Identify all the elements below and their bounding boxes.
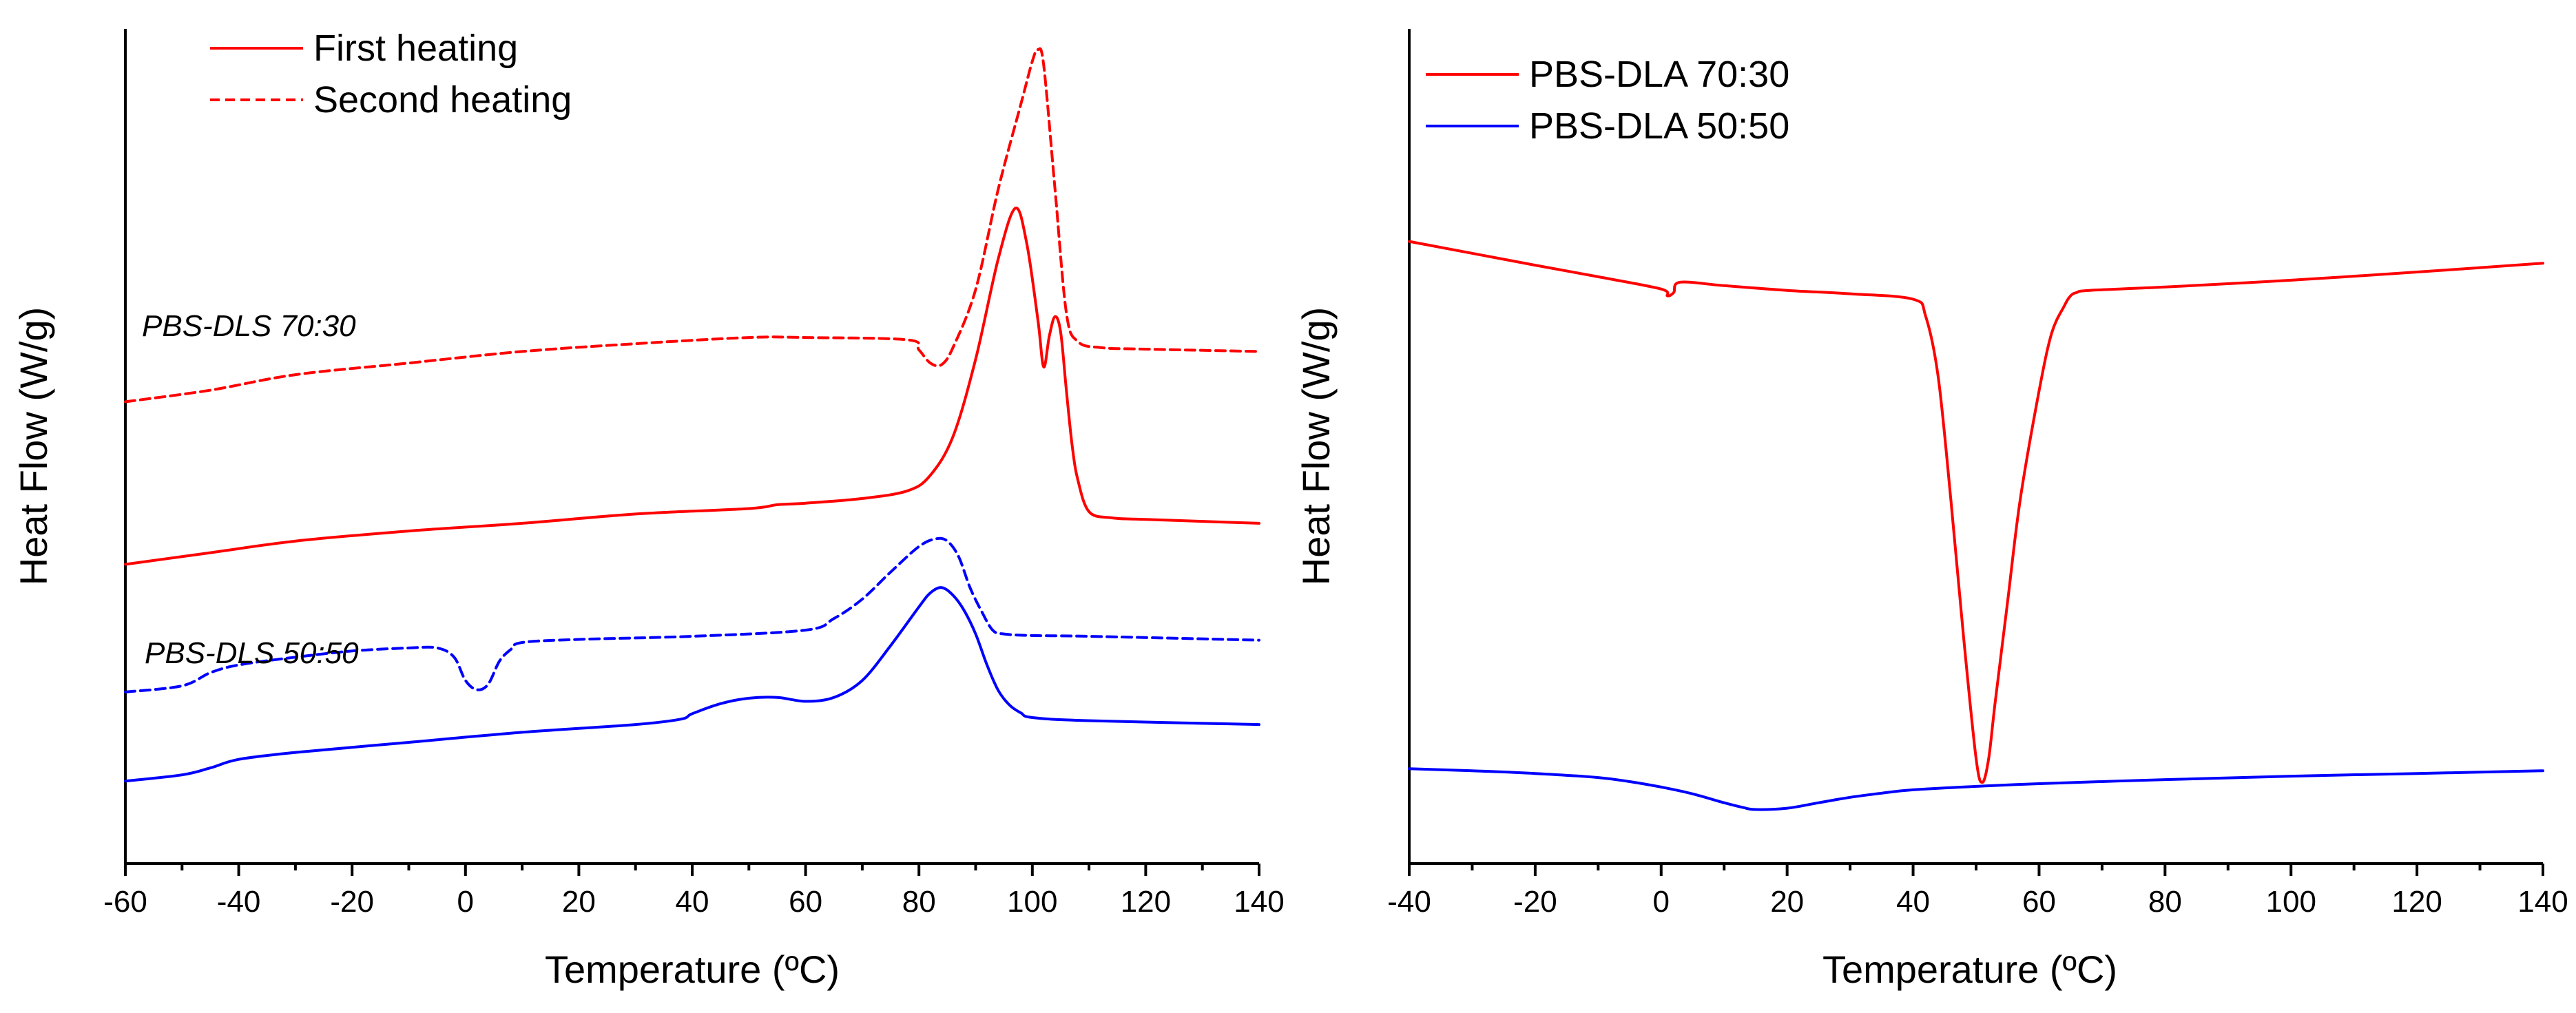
left-x-ticks: [124, 864, 1260, 876]
x-tick-label: 20: [562, 885, 596, 919]
x-tick-label: 40: [676, 885, 709, 919]
series-line-pbs-dls-70-30-first-heating: [124, 207, 1260, 566]
left-x-axis-title: Temperature (ºC): [545, 948, 840, 991]
right-x-ticks: [1408, 864, 2544, 876]
series-line-pbs-dla-50-50: [1408, 767, 2544, 811]
x-tick-label: 40: [1896, 885, 1930, 919]
series-line-pbs-dls-50-50-second-heating: [124, 536, 1260, 693]
x-tick-label: 120: [2391, 885, 2442, 919]
x-tick-label: 60: [789, 885, 822, 919]
x-tick-label: 140: [1234, 885, 1284, 919]
x-tick-label: -40: [217, 885, 261, 919]
x-tick-label: -20: [330, 885, 374, 919]
left-chart-panel: -60 -40 -20 0 20 40 60 80 100 120 140 Temperature …: [12, 28, 1285, 991]
right-chart-panel: -40 -20 0 20 40 60 80 100 120 140 Temperature (ºC…: [1294, 29, 2568, 991]
right-y-axis-title: Heat Flow (W/g): [1294, 307, 1338, 586]
x-tick-label: 80: [2148, 885, 2182, 919]
x-tick-label: 100: [2266, 885, 2316, 919]
right-x-axis-title: Temperature (ºC): [1822, 948, 2117, 991]
x-tick-label: -20: [1513, 885, 1557, 919]
x-tick-label: 60: [2022, 885, 2056, 919]
x-tick-label: 0: [457, 885, 474, 919]
left-y-axis-title: Heat Flow (W/g): [12, 307, 55, 586]
series-line-pbs-dls-50-50-first-heating: [124, 586, 1260, 783]
series-line-pbs-dls-70-30-second-heating: [124, 47, 1260, 404]
legend-label-second-heating: Second heating: [313, 79, 572, 121]
right-series-group: [1408, 240, 2544, 811]
legend-label-pbs-dla-70-30: PBS-DLA 70:30: [1529, 54, 1789, 95]
legend-label-first-heating: First heating: [313, 28, 518, 69]
legend-label-pbs-dla-50-50: PBS-DLA 50:50: [1529, 105, 1789, 147]
series-line-pbs-dla-70-30: [1408, 240, 2544, 784]
x-tick-label: -60: [103, 885, 147, 919]
right-x-tick-labels: -40 -20 0 20 40 60 80 100 120 140: [1387, 885, 2568, 919]
x-tick-label: 0: [1653, 885, 1670, 919]
x-tick-label: 20: [1770, 885, 1804, 919]
x-tick-label: 140: [2517, 885, 2568, 919]
left-legend: First heating Second heating: [210, 28, 572, 121]
right-legend: PBS-DLA 70:30 PBS-DLA 50:50: [1426, 54, 1789, 147]
left-x-tick-labels: -60 -40 -20 0 20 40 60 80 100 120 140: [103, 885, 1285, 919]
x-tick-label: -40: [1387, 885, 1431, 919]
left-series-group: [124, 47, 1260, 783]
annotation-pbs-dls-70-30: PBS-DLS 70:30: [142, 309, 356, 343]
annotation-pbs-dls-50-50: PBS-DLS 50:50: [145, 636, 359, 670]
x-tick-label: 120: [1121, 885, 1171, 919]
x-tick-label: 80: [902, 885, 936, 919]
x-tick-label: 100: [1007, 885, 1057, 919]
